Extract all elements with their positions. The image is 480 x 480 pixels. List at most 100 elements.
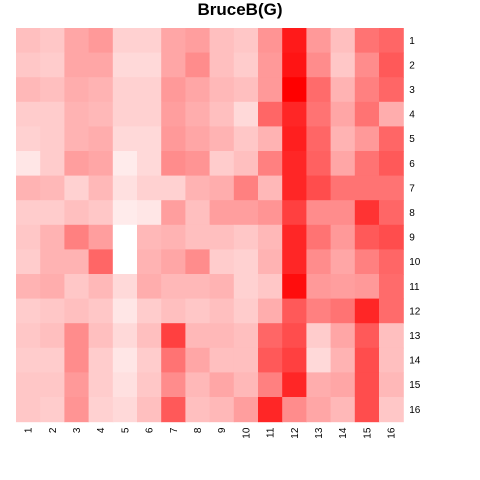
heatmap-cell bbox=[112, 372, 138, 398]
heatmap-cell bbox=[233, 52, 259, 78]
heatmap-cell bbox=[88, 77, 114, 103]
heatmap-cell bbox=[112, 249, 138, 275]
heatmap-cell bbox=[282, 298, 307, 324]
heatmap-cell bbox=[88, 323, 114, 349]
heatmap-cell bbox=[354, 372, 380, 398]
heatmap-cell bbox=[306, 52, 332, 78]
heatmap-cell bbox=[354, 52, 380, 78]
heatmap-cell bbox=[185, 323, 211, 349]
heatmap-cell bbox=[330, 298, 356, 324]
y-tick-label: 11 bbox=[409, 282, 420, 293]
heatmap-cell bbox=[40, 372, 65, 398]
heatmap-cell bbox=[282, 151, 307, 177]
heatmap-cell bbox=[137, 175, 162, 201]
x-tick-label: 9 bbox=[217, 427, 228, 433]
heatmap-cell bbox=[258, 224, 283, 250]
x-tick-label: 15 bbox=[362, 427, 373, 439]
heatmap-cell bbox=[161, 347, 186, 373]
y-tick-label: 7 bbox=[409, 183, 415, 194]
heatmap-cell bbox=[137, 397, 162, 423]
heatmap-cell bbox=[40, 77, 65, 103]
heatmap-cell bbox=[64, 347, 90, 373]
heatmap-cell bbox=[185, 52, 211, 78]
heatmap-cell bbox=[185, 101, 211, 127]
heatmap-cell bbox=[64, 52, 90, 78]
heatmap-cell bbox=[379, 101, 404, 127]
heatmap-cell bbox=[64, 323, 90, 349]
heatmap-cell bbox=[64, 200, 90, 226]
heatmap-cell bbox=[185, 224, 211, 250]
heatmap-cell bbox=[209, 298, 235, 324]
heatmap-cell bbox=[88, 397, 114, 423]
heatmap-cell bbox=[88, 126, 114, 152]
x-tick-label: 1 bbox=[24, 427, 35, 433]
heatmap-cell bbox=[330, 249, 356, 275]
heatmap-cell bbox=[112, 28, 138, 54]
heatmap-cell bbox=[258, 151, 283, 177]
heatmap-cell bbox=[379, 298, 404, 324]
heatmap-cell bbox=[161, 224, 186, 250]
heatmap-cell bbox=[209, 77, 235, 103]
x-tick-label: 3 bbox=[72, 427, 83, 433]
heatmap-cell bbox=[185, 347, 211, 373]
heatmap-cell bbox=[306, 151, 332, 177]
heatmap-cell bbox=[258, 323, 283, 349]
heatmap-cell bbox=[16, 101, 41, 127]
heatmap-cell bbox=[354, 175, 380, 201]
heatmap-cell bbox=[112, 224, 138, 250]
heatmap-cell bbox=[354, 397, 380, 423]
heatmap-cell bbox=[112, 151, 138, 177]
heatmap-cell bbox=[354, 224, 380, 250]
heatmap-cell bbox=[185, 249, 211, 275]
heatmap-cell bbox=[330, 200, 356, 226]
heatmap-cell bbox=[379, 274, 404, 300]
heatmap-cell bbox=[161, 323, 186, 349]
heatmap-cell bbox=[209, 101, 235, 127]
heatmap-cell bbox=[379, 28, 404, 54]
heatmap-cell bbox=[161, 200, 186, 226]
x-tick-labels: 1 2 3 4 5 6 7 8 9 10 11 12 13 14 15 16 bbox=[24, 427, 398, 439]
heatmap-cell bbox=[282, 126, 307, 152]
heatmap-cell bbox=[16, 249, 41, 275]
heatmap-cell bbox=[185, 175, 211, 201]
heatmap-cell bbox=[282, 224, 307, 250]
heatmap-cell bbox=[306, 101, 332, 127]
heatmap-cell bbox=[16, 175, 41, 201]
heatmap-cell bbox=[258, 77, 283, 103]
heatmap-cell bbox=[137, 298, 162, 324]
heatmap-cell bbox=[379, 52, 404, 78]
heatmap-cell bbox=[88, 298, 114, 324]
heatmap-cell bbox=[379, 151, 404, 177]
heatmap-cell bbox=[209, 347, 235, 373]
heatmap-cell bbox=[112, 175, 138, 201]
heatmap-cell bbox=[379, 249, 404, 275]
heatmap-cell bbox=[233, 200, 259, 226]
heatmap-cell bbox=[379, 126, 404, 152]
heatmap-cell bbox=[112, 323, 138, 349]
y-tick-label: 6 bbox=[409, 159, 415, 170]
heatmap-cell bbox=[88, 347, 114, 373]
heatmap-cell bbox=[306, 298, 332, 324]
heatmap-cell bbox=[64, 224, 90, 250]
heatmap-cell bbox=[233, 224, 259, 250]
chart-title: BruceB(G) bbox=[197, 0, 283, 19]
heatmap-cell bbox=[16, 200, 41, 226]
heatmap-cell bbox=[379, 224, 404, 250]
heatmap-cell bbox=[137, 200, 162, 226]
heatmap-cell bbox=[379, 175, 404, 201]
heatmap-cell bbox=[88, 224, 114, 250]
heatmap-cell bbox=[282, 397, 307, 423]
heatmap-cell bbox=[233, 323, 259, 349]
heatmap-cell bbox=[209, 126, 235, 152]
heatmap-cell bbox=[64, 298, 90, 324]
heatmap-cell bbox=[233, 249, 259, 275]
heatmap-cell bbox=[379, 397, 404, 423]
heatmap-cell bbox=[282, 323, 307, 349]
heatmap-cell bbox=[137, 77, 162, 103]
heatmap-cell bbox=[16, 298, 41, 324]
x-tick-label: 4 bbox=[96, 427, 107, 433]
heatmap-cell bbox=[306, 200, 332, 226]
heatmap-cell bbox=[40, 200, 65, 226]
heatmap-cell bbox=[185, 77, 211, 103]
heatmap-cell bbox=[16, 52, 41, 78]
